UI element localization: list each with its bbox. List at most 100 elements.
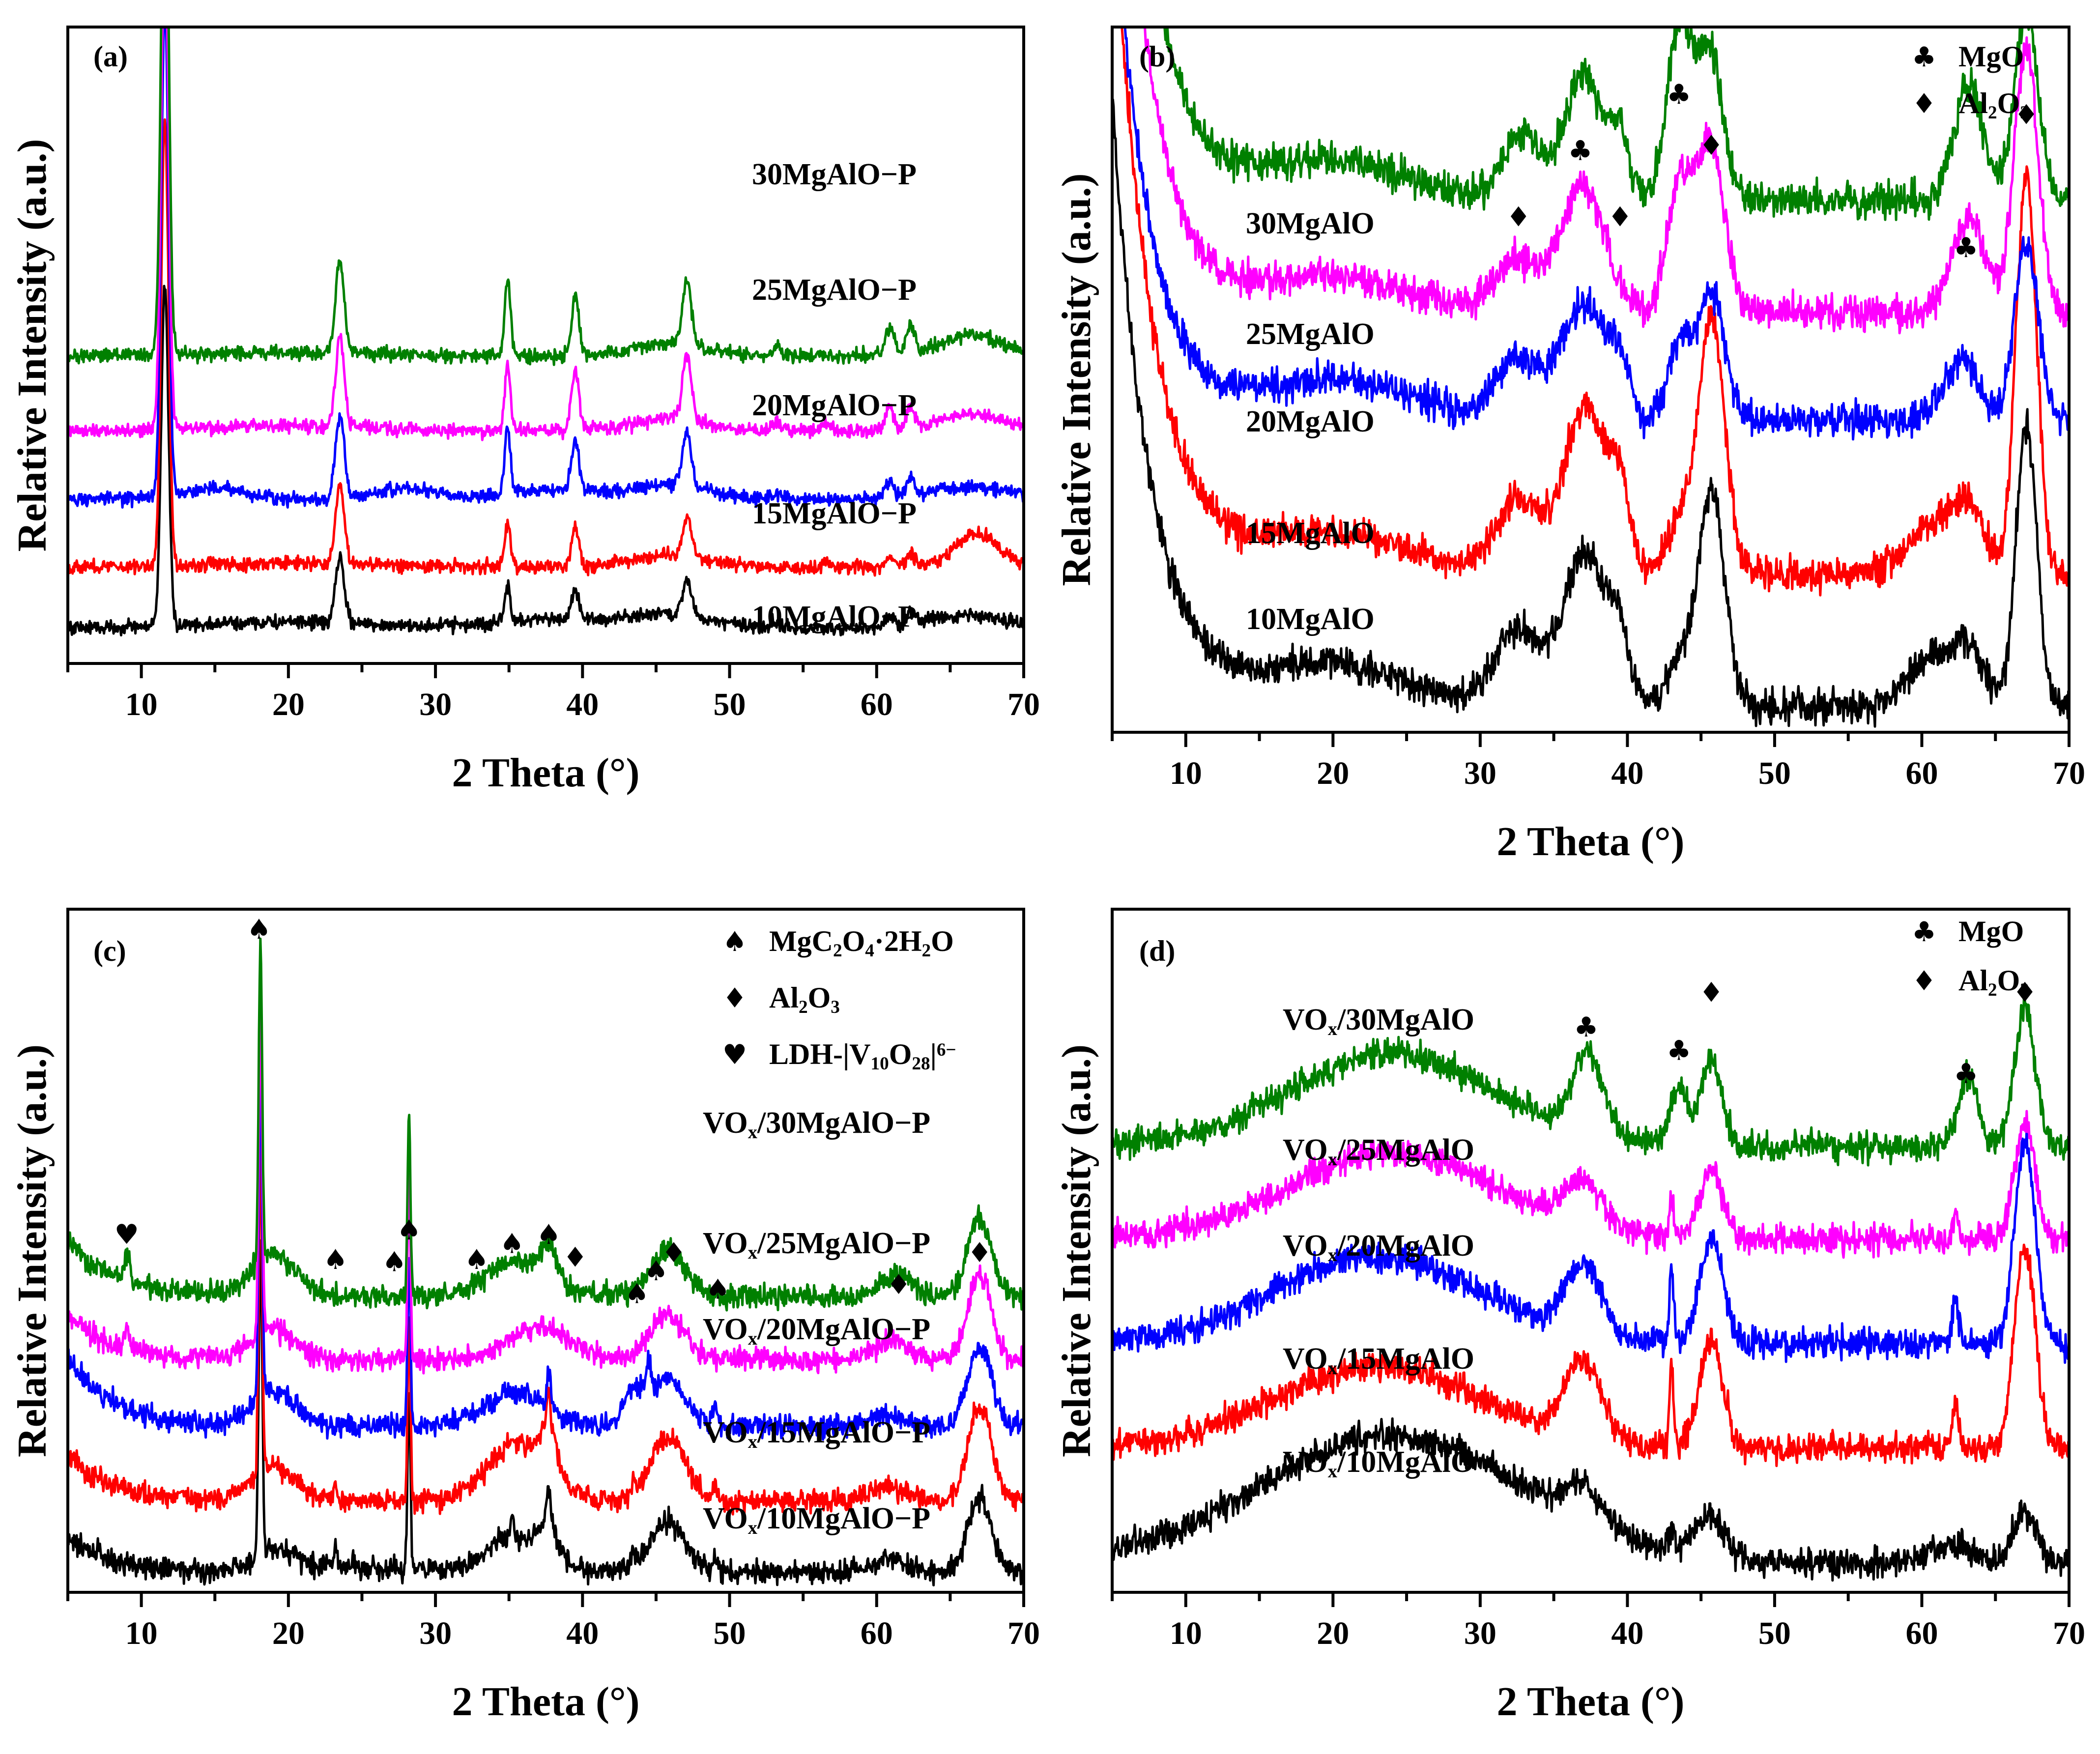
peak-marker: ♣ xyxy=(1568,135,1592,167)
peak-marker: ♦ xyxy=(967,1237,992,1269)
legend-symbol: ♣ xyxy=(1912,41,1936,73)
x-tick-label: 30 xyxy=(1464,755,1496,791)
legend-label: LDH-|V10O28|6− xyxy=(769,1038,956,1074)
series-label: 25MgAlO xyxy=(1246,317,1375,351)
panel-label: (d) xyxy=(1139,935,1175,967)
series-label: 20MgAlO−P xyxy=(752,389,917,422)
series-label: VOx/15MgAlO xyxy=(1283,1342,1474,1379)
peak-marker: ♣ xyxy=(1954,1058,1978,1090)
x-axis-title: 2 Theta (°) xyxy=(1496,1679,1684,1725)
peak-marker: ♦ xyxy=(563,1241,587,1273)
legend-label: Al2O3 xyxy=(1958,964,2029,1000)
peak-marker: ♦ xyxy=(1699,130,1724,162)
traces-c xyxy=(68,937,1024,1586)
legend-label: MgO xyxy=(1958,40,2024,73)
series-line xyxy=(68,1147,1024,1516)
series-label: VOx/10MgAlO−P xyxy=(703,1502,930,1538)
series-line xyxy=(68,27,1024,366)
series-label: 15MgAlO−P xyxy=(752,497,917,530)
peak-marker: ♠ xyxy=(464,1244,489,1276)
legend-symbol: ♦ xyxy=(722,982,747,1014)
panel-c: 10 20 30 40 50 60 70 2 Theta (°) Relative Intens… xyxy=(9,908,1040,1725)
series-line xyxy=(1112,1129,2069,1364)
series-line xyxy=(1123,27,2069,441)
series-line xyxy=(68,1071,1024,1441)
series-line xyxy=(1163,27,2069,221)
panel-label: (b) xyxy=(1139,40,1175,73)
x-axis-title: 2 Theta (°) xyxy=(1496,819,1684,864)
plot-frame xyxy=(1111,908,2071,1594)
legend-symbol: ♥ xyxy=(722,1039,747,1071)
series-line xyxy=(68,118,1024,577)
series-label: 10MgAlO xyxy=(1246,603,1375,636)
panel-label: (a) xyxy=(93,40,128,73)
x-tick-label: 10 xyxy=(1170,755,1202,791)
legend-label: Al2O3 xyxy=(1958,87,2029,123)
peak-marker: ♥ xyxy=(115,1219,139,1251)
series-label: 10MgAlO−P xyxy=(752,600,917,633)
y-axis-title: Relative Intensity (a.u.) xyxy=(9,139,55,552)
plot-frame xyxy=(1111,26,2071,734)
legend-label: MgC2O4·2H2O xyxy=(769,925,954,961)
series-line xyxy=(1121,27,2069,597)
series-line xyxy=(68,27,1024,441)
series-line xyxy=(68,1010,1024,1375)
x-tick-label: 20 xyxy=(272,687,305,722)
x-tick-label: 70 xyxy=(1007,687,1040,722)
peak-marker: ♦ xyxy=(2014,99,2039,131)
x-axis-title: 2 Theta (°) xyxy=(452,1679,639,1725)
x-tick-label: 60 xyxy=(1905,755,1938,791)
x-tick-label: 20 xyxy=(1317,755,1349,791)
x-tick-label: 20 xyxy=(1317,1615,1349,1651)
plot-frame xyxy=(66,26,1025,665)
y-axis-title: Relative Intensity (a.u.) xyxy=(1054,173,1099,586)
x-axis-title: 2 Theta (°) xyxy=(452,750,639,796)
peak-marker: ♠ xyxy=(397,1214,421,1246)
peak-marker: ♦ xyxy=(2013,977,2037,1008)
legend-symbol: ♦ xyxy=(1912,965,1936,997)
x-tick-label: 50 xyxy=(714,1615,746,1651)
peak-marker: ♠ xyxy=(625,1278,649,1310)
series-line xyxy=(1112,1243,2069,1467)
peak-marker: ♦ xyxy=(662,1237,686,1269)
series-label: VOx/25MgAlO xyxy=(1283,1133,1474,1170)
peak-marker: ♣ xyxy=(1667,79,1691,111)
series-label: 20MgAlO xyxy=(1246,405,1375,438)
panel-label: (c) xyxy=(93,935,126,967)
x-tick-label: 60 xyxy=(861,1615,893,1651)
peak-marker: ♦ xyxy=(887,1269,911,1301)
legend-symbol: ♣ xyxy=(1912,916,1936,948)
series-label: 30MgAlO xyxy=(1246,207,1375,240)
series-label: VOx/30MgAlO xyxy=(1283,1003,1474,1039)
series-line xyxy=(1143,27,2069,335)
legend-symbol: ♠ xyxy=(722,926,747,958)
x-tick-label: 40 xyxy=(1611,755,1643,791)
x-tick-label: 30 xyxy=(1464,1615,1496,1651)
x-tick-label: 40 xyxy=(1611,1615,1643,1651)
series-label: 15MgAlO xyxy=(1246,517,1375,550)
peak-marker: ♦ xyxy=(1608,201,1632,233)
series-label: VOx/10MgAlO xyxy=(1283,1445,1474,1482)
plot-frame xyxy=(66,908,1025,1594)
x-tick-label: 50 xyxy=(1758,755,1791,791)
series-label: VOx/20MgAlO xyxy=(1283,1229,1474,1265)
peak-marker: ♣ xyxy=(1667,1035,1691,1066)
panel-d: 10 20 30 40 50 60 70 2 Theta (°) Relative Intens… xyxy=(1054,908,2085,1725)
series-line xyxy=(1112,1417,2069,1582)
x-tick-label: 60 xyxy=(1905,1615,1938,1651)
series-label: VOx/15MgAlO−P xyxy=(703,1416,930,1452)
series-line xyxy=(68,27,1024,509)
series-line xyxy=(68,937,1024,1312)
x-tick-label: 30 xyxy=(419,687,452,722)
y-axis-title: Relative Intensity (a.u.) xyxy=(9,1044,55,1457)
y-axis-title: Relative Intensity (a.u.) xyxy=(1054,1044,1099,1457)
peak-marker: ♠ xyxy=(323,1244,347,1276)
panel-a: 10 20 30 40 50 60 70 2 Theta (°) Relative Intens… xyxy=(9,26,1040,796)
peak-marker: ♣ xyxy=(1574,1011,1598,1043)
x-tick-label: 50 xyxy=(1758,1615,1791,1651)
x-tick-label: 50 xyxy=(714,687,746,722)
peak-marker: ♠ xyxy=(247,914,271,946)
peak-marker: ♠ xyxy=(644,1255,668,1287)
